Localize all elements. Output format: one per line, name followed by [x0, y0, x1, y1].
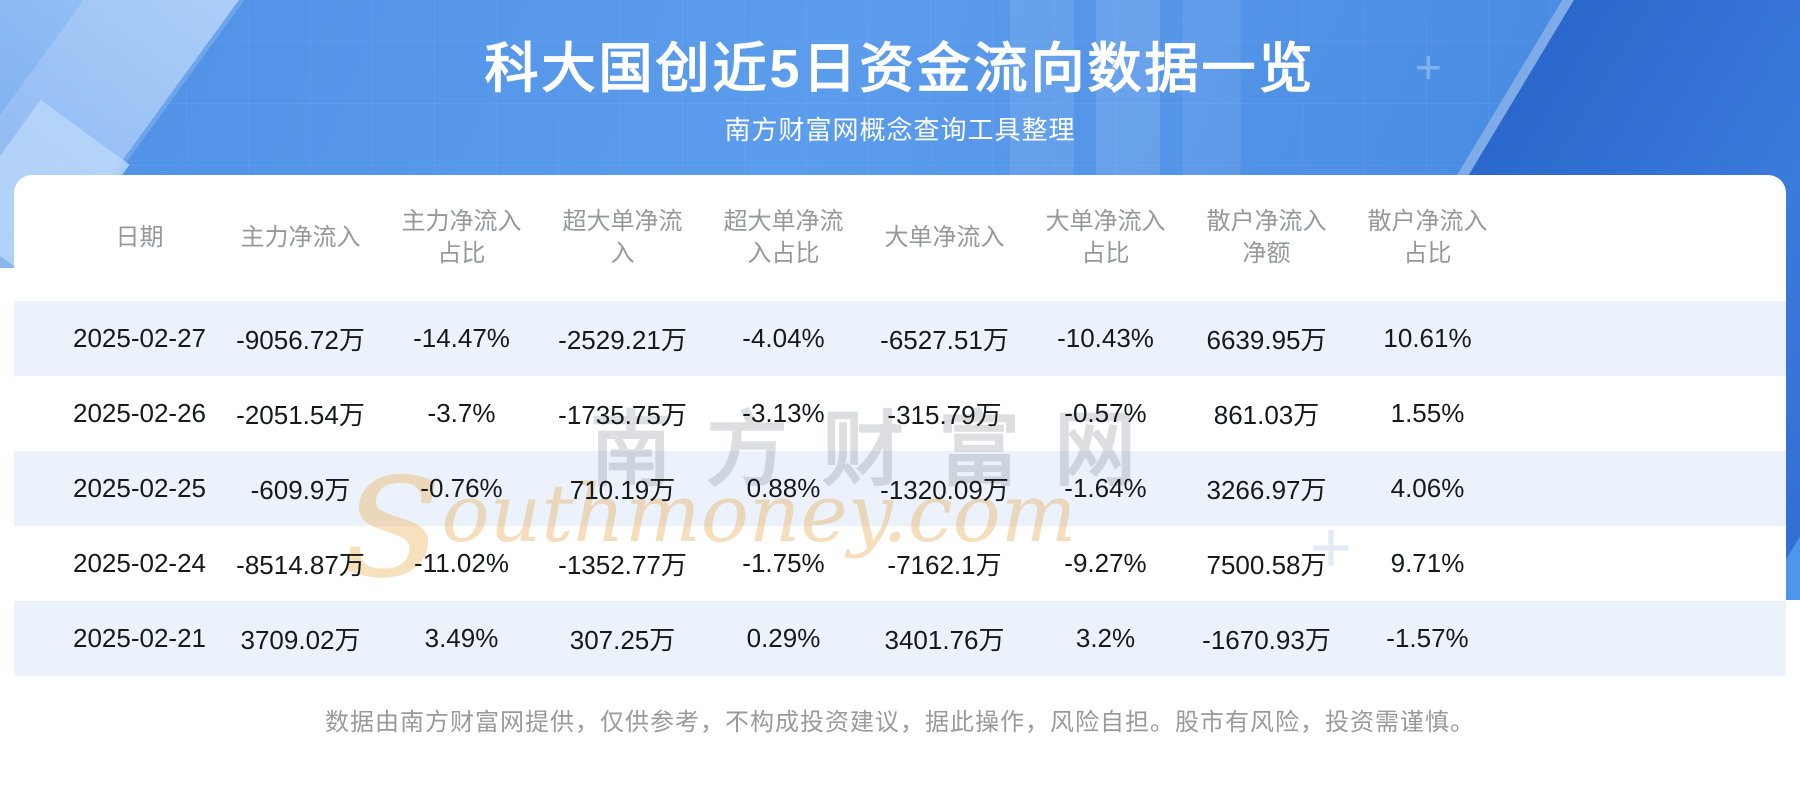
table-cell: -9056.72万: [236, 325, 365, 355]
table-cell: -1352.77万: [558, 550, 687, 580]
table-cell: -11.02%: [414, 548, 509, 578]
column-header: 主力净流入占比: [401, 208, 522, 267]
table-row: 2025-02-26 -2051.54万 -3.7% -1735.75万 -3.13% -…: [14, 376, 1786, 451]
row-stripes-decor: [14, 301, 1786, 676]
watermark-swoosh-s: s: [344, 399, 442, 620]
column-header: 超大单净流入: [562, 208, 683, 267]
table-cell: 6639.95万: [1206, 325, 1327, 355]
table-cell: -14.47%: [413, 323, 510, 353]
table-cell: 10.61%: [1383, 323, 1472, 353]
table-spacer: [14, 601, 59, 676]
table-cell: 2025-02-21: [73, 623, 206, 653]
table-spacer: [1508, 301, 1786, 376]
column-header: 主力净流入: [240, 224, 361, 252]
table-spacer: [1508, 376, 1786, 451]
watermark-en: southmoney.com: [344, 415, 1077, 605]
column-header: 日期: [115, 224, 164, 252]
table-cell: 2025-02-25: [73, 473, 206, 503]
table-cell: 2025-02-26: [73, 398, 206, 428]
table-row: 2025-02-25 -609.9万 -0.76% 710.19万 0.88% -1320…: [14, 451, 1786, 526]
table-cell: 3401.76万: [884, 625, 1005, 655]
table-cell: -2529.21万: [558, 325, 687, 355]
column-header: 散户净流入净额: [1206, 208, 1327, 267]
table-cell: -3.13%: [742, 398, 825, 428]
table-cell: 0.88%: [746, 473, 821, 503]
watermark-en-rest: outhmoney.com: [441, 467, 1077, 560]
table-cell: 1.55%: [1390, 398, 1465, 428]
table-cell: 2025-02-27: [73, 323, 206, 353]
table-cell: -1.64%: [1064, 473, 1147, 503]
fund-flow-table: 日期 主力净流入 主力净流入占比 超大单净流入 超大单净流入占比 大单净流入 大单净流入占比…: [14, 175, 1786, 676]
table-cell: -0.57%: [1064, 398, 1147, 428]
table-spacer: [1508, 451, 1786, 526]
table-cell: 0.29%: [746, 623, 821, 653]
table-cell: -3.7%: [427, 398, 496, 428]
data-table-card: 南方财富网 southmoney.com 日期主力净流入主力净流入占比超大单净流…: [14, 175, 1786, 688]
left-edge-mask: [0, 268, 15, 600]
table-spacer: [1508, 526, 1786, 601]
table-cell: -9.27%: [1064, 548, 1147, 578]
watermark-cn: 南方财富网: [590, 405, 1171, 496]
table-cell: -8514.87万: [236, 550, 365, 580]
table-cell: 3.2%: [1075, 623, 1136, 653]
table-spacer: [1508, 175, 1786, 301]
table-cell: 3709.02万: [240, 625, 361, 655]
table-cell: 3266.97万: [1206, 475, 1327, 505]
table-spacer: [14, 301, 59, 376]
table-cell: -1735.75万: [558, 400, 687, 430]
table-cell: 3.49%: [424, 623, 499, 653]
table-header-row: 日期 主力净流入 主力净流入占比 超大单净流入 超大单净流入占比 大单净流入 大单净流入占比…: [14, 175, 1786, 301]
table-cell: 2025-02-24: [73, 548, 206, 578]
table-spacer: [14, 526, 59, 601]
table-cell: -609.9万: [250, 475, 351, 505]
table-spacer: [14, 451, 59, 526]
page-title: 科大国创近5日资金流向数据一览: [484, 39, 1316, 99]
table-cell: -10.43%: [1057, 323, 1154, 353]
table-cell: 307.25万: [569, 625, 676, 655]
table-cell: 9.71%: [1390, 548, 1465, 578]
table-spacer: [14, 175, 59, 301]
table-row: 2025-02-24 -8514.87万 -11.02% -1352.77万 -1.75…: [14, 526, 1786, 601]
column-header: 大单净流入: [884, 224, 1005, 252]
table-cell: -7162.1万: [887, 550, 1002, 580]
table-cell: -6527.51万: [880, 325, 1009, 355]
table-cell: -2051.54万: [236, 400, 365, 430]
column-header: 大单净流入占比: [1045, 208, 1166, 267]
table-cell: -1.57%: [1386, 623, 1469, 653]
table-row: 2025-02-21 3709.02万 3.49% 307.25万 0.29% 3401.…: [14, 601, 1786, 676]
table-cell: 710.19万: [569, 475, 676, 505]
table-cell: -1320.09万: [880, 475, 1009, 505]
column-header: 散户净流入占比: [1367, 208, 1488, 267]
table-cell: -315.79万: [887, 400, 1002, 430]
table-cell: -1670.93万: [1202, 625, 1331, 655]
table-row: 2025-02-27 -9056.72万 -14.47% -2529.21万 -4.04…: [14, 301, 1786, 376]
table-cell: 861.03万: [1213, 400, 1320, 430]
disclaimer: 数据由南方财富网提供，仅供参考，不构成投资建议，据此操作，风险自担。股市有风险，…: [325, 709, 1475, 736]
table-cell: -4.04%: [742, 323, 825, 353]
table-cell: 7500.58万: [1206, 550, 1327, 580]
table-spacer: [1508, 601, 1786, 676]
table-spacer: [14, 376, 59, 451]
table-cell: -1.75%: [742, 548, 825, 578]
decor-bars-center: [1010, 0, 1240, 178]
table-cell: -0.76%: [420, 473, 503, 503]
column-header: 超大单净流入占比: [723, 208, 844, 267]
table-cell: 4.06%: [1390, 473, 1465, 503]
page-subtitle: 南方财富网概念查询工具整理: [724, 115, 1076, 145]
